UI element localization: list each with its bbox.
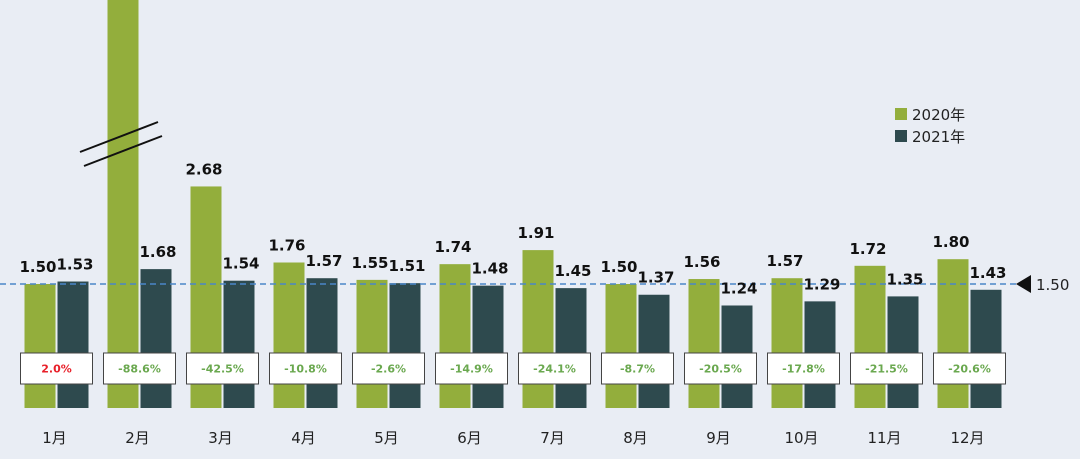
change-box-5	[352, 352, 425, 385]
break-line-2	[83, 135, 163, 167]
x-tick-label-10: 10月	[784, 429, 818, 447]
bar-label-2020-5: 1.55	[351, 254, 388, 272]
bar-label-2020-11: 1.72	[849, 240, 886, 258]
bar-2021-4	[306, 278, 338, 408]
change-label-4: -10.8%	[284, 363, 327, 376]
bar-2020-12	[937, 259, 969, 408]
bar-2020-4	[273, 262, 305, 408]
x-tick-label-3: 3月	[208, 429, 233, 447]
x-tick-label-7: 7月	[540, 429, 565, 447]
change-boxes-layer: 2.0% -88.6% -42.5% -10.8% -2.6% -14.9% -24.1% -…	[20, 352, 1006, 385]
bar-2020-6	[439, 264, 471, 408]
bar-2021-8	[638, 294, 670, 408]
change-label-2: -88.6%	[118, 363, 161, 376]
bar-2020-10	[771, 278, 803, 408]
bar-2020-8	[605, 284, 637, 408]
legend-label-2: 2021年	[912, 128, 965, 146]
bar-2021-2	[140, 269, 172, 408]
bar-label-2020-3: 2.68	[185, 160, 222, 178]
change-box-8	[601, 352, 674, 385]
change-label-1: 2.0%	[41, 363, 72, 376]
bar-label-2021-1: 1.53	[56, 256, 93, 274]
bar-2021-12	[970, 289, 1002, 408]
legend-label-1: 2020年	[912, 106, 965, 124]
x-tick-label-4: 4月	[291, 429, 316, 447]
bar-2021-7	[555, 288, 587, 408]
bar-2021-1	[57, 281, 89, 408]
bar-2021-6	[472, 285, 504, 408]
x-tick-label-6: 6月	[457, 429, 482, 447]
change-box-1	[20, 352, 93, 385]
x-axis-labels: 1月 2月 3月 4月 5月 6月 7月 8月 9月 10月 11月 12月	[42, 429, 984, 447]
x-tick-label-12: 12月	[950, 429, 984, 447]
bar-label-2021-3: 1.54	[222, 255, 259, 273]
bar-label-2020-1: 1.50	[19, 258, 56, 276]
change-label-7: -24.1%	[533, 363, 576, 376]
bar-2020-2	[107, 0, 139, 408]
bar-labels-layer: 1.50 1.531.682.681.541.761.57 1.55 1.511.74…	[19, 160, 1006, 297]
bar-2020-5	[356, 279, 388, 408]
x-tick-label-8: 8月	[623, 429, 648, 447]
bar-label-2021-4: 1.57	[305, 252, 342, 270]
bar-label-2020-8: 1.50	[600, 258, 637, 276]
change-box-9	[684, 352, 757, 385]
bar-2021-5	[389, 283, 421, 408]
bar-label-2021-8: 1.37	[637, 269, 674, 287]
bar-label-2021-9: 1.24	[720, 279, 757, 297]
change-label-11: -21.5%	[865, 363, 908, 376]
legend-swatch-2	[895, 130, 907, 142]
axis-break-mark	[79, 121, 163, 167]
break-line-1	[79, 121, 159, 153]
bar-label-2021-10: 1.29	[803, 275, 840, 293]
bar-label-2021-11: 1.35	[886, 270, 923, 288]
x-tick-label-9: 9月	[706, 429, 731, 447]
bar-label-2020-12: 1.80	[932, 233, 969, 251]
bars-layer	[24, 0, 1002, 408]
x-tick-label-1: 1月	[42, 429, 67, 447]
bar-label-2020-9: 1.56	[683, 253, 720, 271]
change-box-3	[186, 352, 259, 385]
change-box-2	[103, 352, 176, 385]
change-label-12: -20.6%	[948, 363, 991, 376]
change-box-6	[435, 352, 508, 385]
bar-label-2021-2: 1.68	[139, 243, 176, 261]
x-tick-label-2: 2月	[125, 429, 150, 447]
bar-2020-11	[854, 265, 886, 408]
bar-label-2021-5: 1.51	[388, 257, 425, 275]
bar-2020-9	[688, 279, 720, 408]
bar-label-2020-7: 1.91	[517, 224, 554, 242]
change-box-7	[518, 352, 591, 385]
legend-swatch-1	[895, 108, 907, 120]
change-box-12	[933, 352, 1006, 385]
bar-label-2021-6: 1.48	[471, 260, 508, 278]
change-label-5: -2.6%	[371, 363, 406, 376]
bar-2020-1	[24, 284, 56, 408]
change-label-10: -17.8%	[782, 363, 825, 376]
change-box-11	[850, 352, 923, 385]
change-label-8: -8.7%	[620, 363, 655, 376]
x-tick-label-11: 11月	[867, 429, 901, 447]
bar-label-2020-6: 1.74	[434, 238, 471, 256]
bar-label-2021-12: 1.43	[969, 264, 1006, 282]
change-box-10	[767, 352, 840, 385]
bar-label-2021-7: 1.45	[554, 262, 591, 280]
reference-line-label: 1.50	[1036, 276, 1069, 294]
change-label-9: -20.5%	[699, 363, 742, 376]
bar-label-2020-10: 1.57	[766, 252, 803, 270]
change-label-6: -14.9%	[450, 363, 493, 376]
x-tick-label-5: 5月	[374, 429, 399, 447]
reference-line-group: 1.50	[0, 275, 1069, 294]
reference-marker-icon	[1016, 275, 1031, 293]
bar-2021-11	[887, 296, 919, 408]
change-box-4	[269, 352, 342, 385]
bar-2021-3	[223, 280, 255, 408]
change-label-3: -42.5%	[201, 363, 244, 376]
legend: 2020年 2021年	[895, 106, 965, 146]
bar-label-2020-4: 1.76	[268, 237, 305, 255]
